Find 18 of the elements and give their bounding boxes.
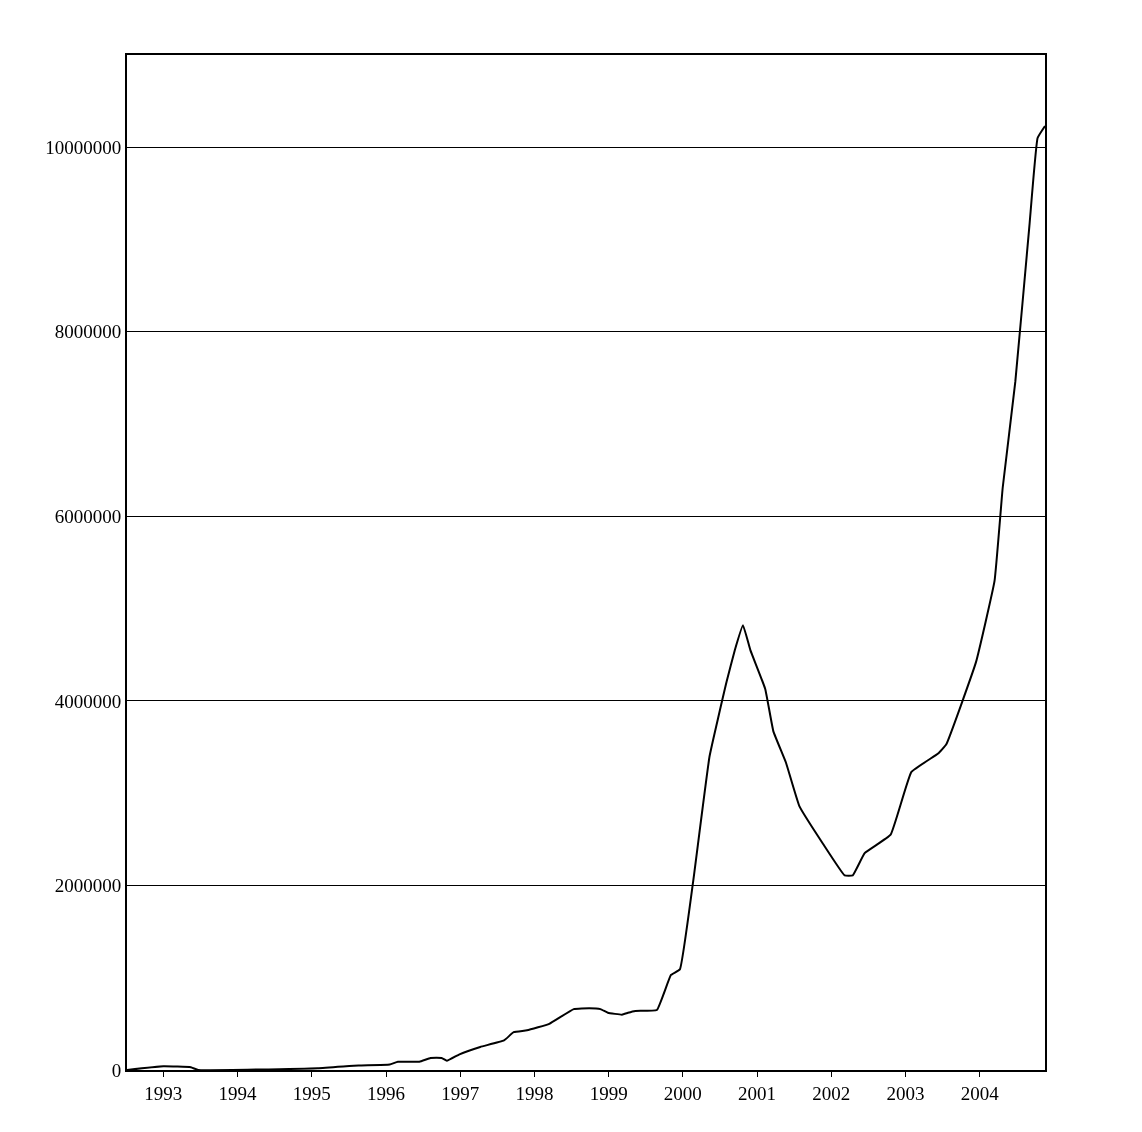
x-tick-label: 2000 bbox=[663, 1082, 702, 1104]
x-tick-label: 2001 bbox=[738, 1082, 777, 1104]
x-tick-label: 2002 bbox=[812, 1082, 851, 1104]
x-tick-label: 1996 bbox=[367, 1082, 405, 1104]
x-tick-label: 1998 bbox=[515, 1082, 554, 1104]
x-tick-label: 1997 bbox=[441, 1082, 480, 1104]
y-tick-label: 8000000 bbox=[54, 321, 122, 343]
y-tick-label: 2000000 bbox=[54, 875, 122, 897]
y-tick-label: 4000000 bbox=[54, 690, 122, 712]
x-tick-label: 2003 bbox=[886, 1082, 925, 1104]
x-tick-label: 1994 bbox=[218, 1082, 258, 1104]
x-tick-label: 1999 bbox=[589, 1082, 628, 1104]
x-tick-label: 2004 bbox=[960, 1082, 1000, 1104]
y-tick-label: 6000000 bbox=[54, 506, 122, 528]
y-tick-label: 0 bbox=[111, 1059, 122, 1081]
x-tick-label: 1993 bbox=[144, 1082, 183, 1104]
y-tick-label: 10000000 bbox=[45, 136, 122, 158]
x-tick-label: 1995 bbox=[292, 1082, 331, 1104]
